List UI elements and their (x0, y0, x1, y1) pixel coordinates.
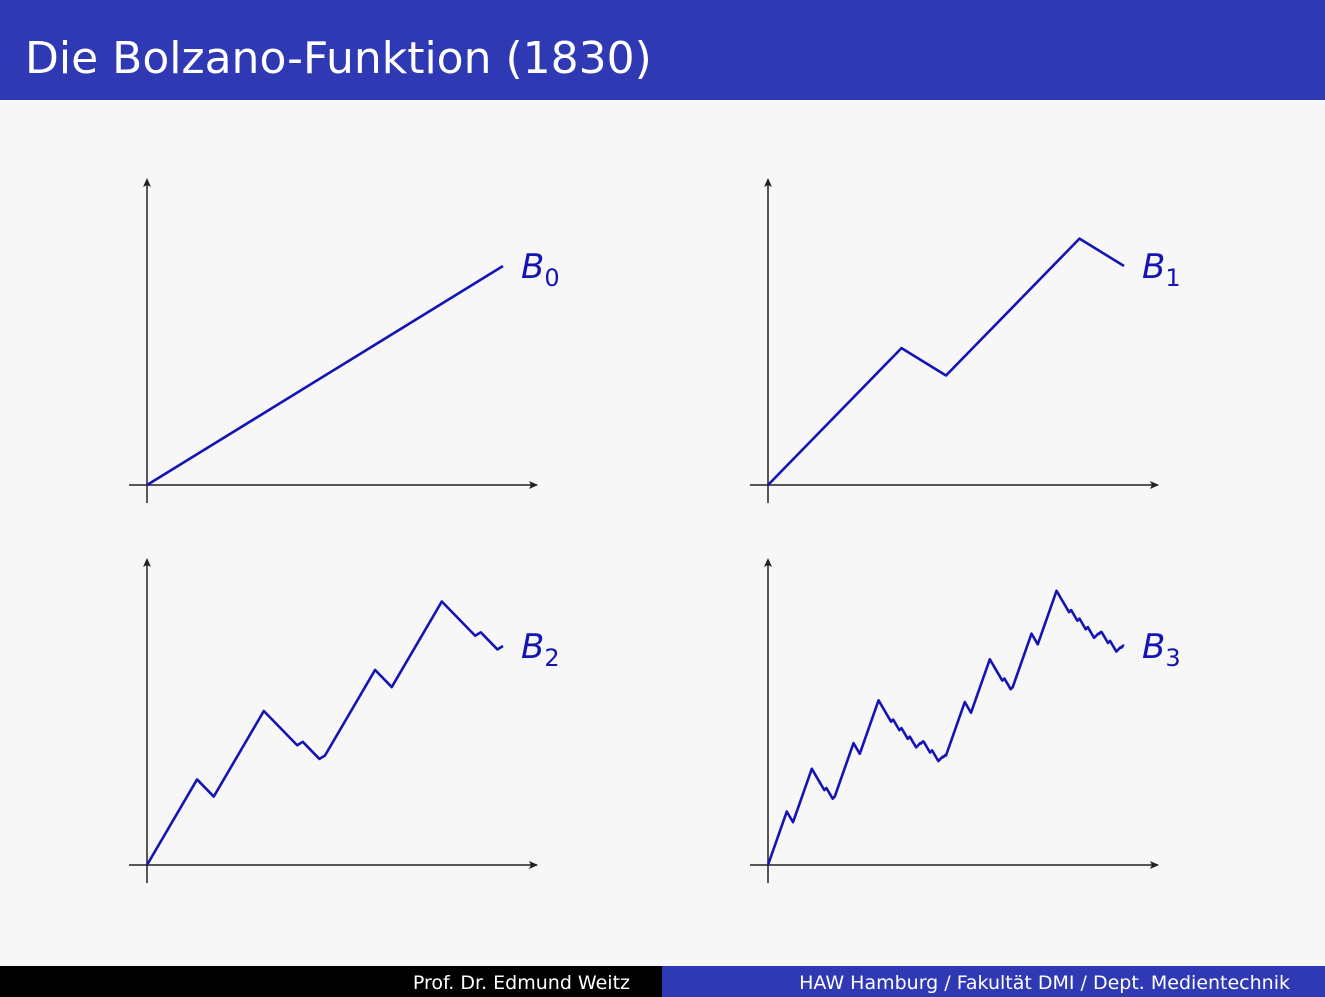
label-base: B (521, 627, 544, 667)
footer-affiliation: HAW Hamburg / Fakultät DMI / Dept. Medie… (799, 972, 1290, 994)
label-subscript: 0 (544, 264, 559, 292)
header-bar (0, 0, 1325, 100)
axis-arrow (529, 481, 538, 489)
axis-arrow (764, 178, 772, 187)
label-subscript: 3 (1165, 644, 1180, 672)
axis-arrow (1150, 481, 1159, 489)
curve-label: B0 (521, 247, 560, 292)
curve-label: B3 (1142, 627, 1181, 672)
label-base: B (1142, 627, 1165, 667)
axis-arrow (143, 558, 151, 567)
function-curve (145, 600, 504, 866)
label-subscript: 1 (1165, 264, 1180, 292)
axis-arrow (764, 558, 772, 567)
function-curve (146, 264, 504, 487)
axis-arrow (1150, 861, 1159, 869)
label-subscript: 2 (544, 644, 559, 672)
footer-right (662, 966, 1325, 997)
label-base: B (1142, 247, 1165, 287)
curve-label: B1 (1142, 247, 1181, 292)
footer-left (0, 966, 662, 997)
curve-label: B2 (521, 627, 560, 672)
axis-arrow (143, 178, 151, 187)
slide-title: Die Bolzano-Funktion (1830) (25, 33, 652, 84)
function-curve (766, 589, 1125, 866)
label-base: B (521, 247, 544, 287)
axis-arrow (529, 861, 538, 869)
footer-author: Prof. Dr. Edmund Weitz (413, 972, 630, 994)
function-curve (767, 237, 1125, 486)
